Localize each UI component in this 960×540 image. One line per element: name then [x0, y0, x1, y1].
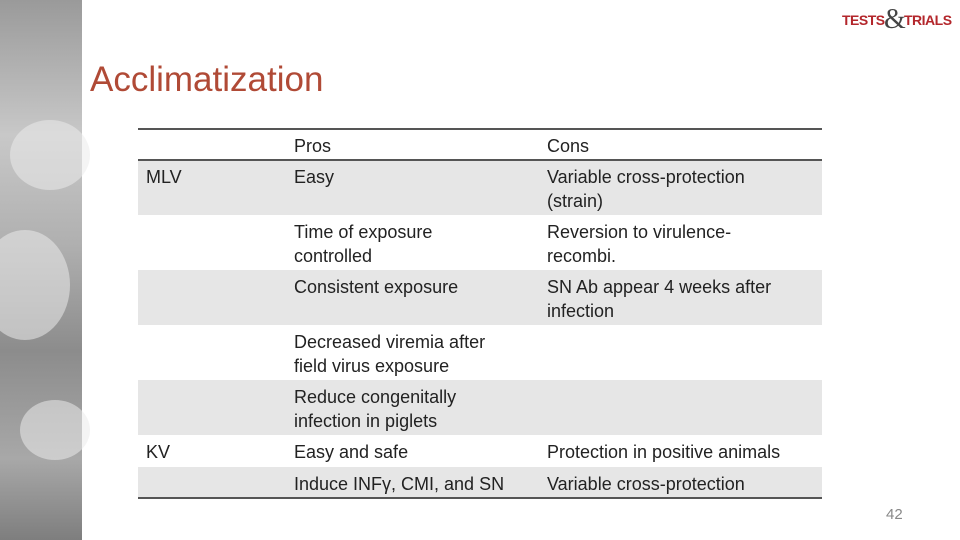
logo: TESTS & TRIALS	[842, 4, 952, 40]
table-row: KV Easy and safe Protection in positive an…	[138, 435, 822, 467]
logo-text: TRIALS	[904, 12, 952, 28]
table-rule	[138, 159, 822, 161]
table-cell: Easy	[294, 167, 335, 187]
table-cell: Pros	[294, 136, 332, 156]
table-cell: Decreased viremia after field virus expo…	[294, 332, 486, 376]
page-number: 42	[886, 506, 903, 523]
table-row: Reduce congenitally infection in piglets	[138, 380, 822, 435]
table-rule	[138, 128, 822, 130]
table-cell: SN Ab appear 4 weeks after infection	[547, 277, 772, 321]
table-row: Induce INFγ, CMI, and SN Variable cross-p…	[138, 467, 822, 498]
table-cell: Easy and safe	[294, 442, 409, 462]
table-cell: Variable cross-protection (strain)	[547, 167, 745, 211]
table-row: MLV Easy Variable cross-protection (strain…	[138, 160, 822, 215]
table-cell: MLV	[146, 167, 182, 187]
table-cell: Induce INFγ, CMI, and SN	[294, 474, 505, 494]
table-row: Decreased viremia after field virus expo…	[138, 325, 822, 380]
table-row: Consistent exposure SN Ab appear 4 weeks …	[138, 270, 822, 325]
table-cell: Variable cross-protection	[547, 474, 745, 494]
table-row: Time of exposure controlled Reversion to …	[138, 215, 822, 270]
logo-text: TESTS	[842, 12, 885, 28]
table-cell: Cons	[547, 136, 590, 156]
logo-amp: &	[884, 4, 906, 35]
table-cell: Consistent exposure	[294, 277, 459, 297]
side-photo	[0, 0, 90, 540]
table-header: Pros Cons	[138, 129, 822, 160]
table-cell: Reduce congenitally infection in piglets	[294, 387, 457, 431]
slide-title: Acclimatization	[90, 60, 324, 99]
table-cell: Protection in positive animals	[547, 442, 781, 462]
table-cell: Reversion to virulence- recombi.	[547, 222, 732, 266]
table-rule	[138, 497, 822, 499]
table-cell: Time of exposure controlled	[294, 222, 433, 266]
table-cell: KV	[146, 442, 171, 462]
